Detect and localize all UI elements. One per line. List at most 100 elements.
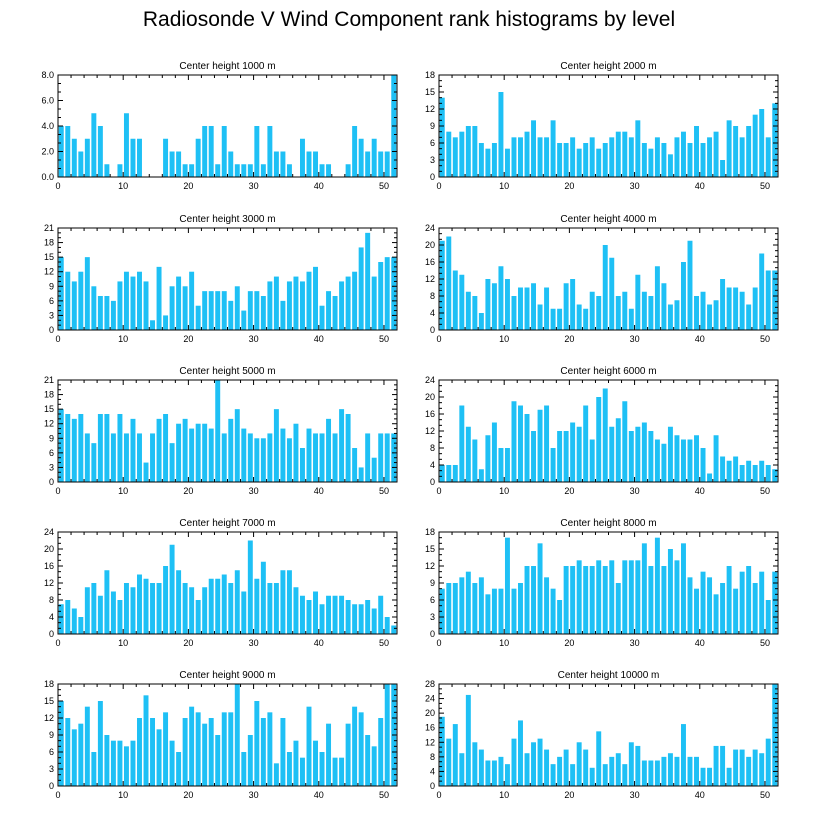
x-tick-label: 0 — [55, 638, 60, 648]
histogram-panel: Center height 10000 m 0 4 8 12 16 20 24 28 0 10 20 3… — [425, 670, 779, 800]
histogram-bar — [117, 600, 123, 634]
histogram-bar — [518, 405, 523, 482]
histogram-bar — [641, 543, 647, 634]
histogram-bar — [635, 274, 641, 330]
histogram-bar — [739, 137, 745, 177]
histogram-bar — [583, 566, 589, 634]
y-tick-label: 12 — [44, 267, 54, 277]
histogram-bar — [143, 462, 149, 482]
x-tick-label: 10 — [499, 334, 509, 344]
x-tick-label: 20 — [183, 181, 193, 191]
histogram-bar — [332, 433, 338, 482]
y-tick-label: 0 — [430, 172, 435, 182]
histogram-bar — [71, 138, 77, 177]
histogram-bar — [576, 304, 582, 330]
histogram-bar — [504, 148, 510, 177]
histogram-bar — [544, 749, 550, 786]
histogram-bar — [504, 764, 510, 786]
histogram-bar — [169, 151, 175, 177]
y-tick-label: 6 — [430, 595, 435, 605]
histogram-bar — [550, 448, 556, 482]
histogram-bar — [459, 274, 465, 330]
histogram-bar — [345, 164, 351, 177]
y-tick-label: 4 — [49, 612, 54, 622]
histogram-bar — [661, 283, 667, 330]
y-tick-label: 12 — [44, 419, 54, 429]
histogram-bar — [518, 287, 523, 330]
histogram-bar — [452, 583, 458, 634]
histogram-bar — [58, 701, 64, 786]
histogram-bar — [491, 422, 497, 482]
histogram-bar — [583, 749, 589, 786]
histogram-bar — [465, 291, 471, 330]
histogram-bar — [117, 164, 123, 177]
histogram-bar — [215, 735, 221, 786]
histogram-bar — [228, 300, 234, 330]
histogram-bar — [707, 577, 713, 634]
histogram-bar — [654, 266, 660, 330]
y-tick-label: 6 — [49, 448, 54, 458]
histogram-bar — [313, 740, 318, 786]
histogram-bar — [306, 271, 312, 330]
histogram-bar — [365, 232, 371, 330]
histogram-bar — [130, 138, 136, 177]
histogram-bar — [58, 409, 64, 482]
histogram-bar — [104, 164, 110, 177]
histogram-bar — [589, 767, 595, 786]
histogram-bar — [622, 560, 628, 634]
histogram-bar — [241, 310, 247, 330]
histogram-bar — [596, 148, 602, 177]
histogram-bar — [123, 271, 129, 330]
y-tick-label: 15 — [44, 696, 54, 706]
histogram-bar — [446, 236, 452, 330]
x-tick-label: 0 — [55, 486, 60, 496]
histogram-bar — [713, 435, 719, 482]
histogram-bar — [313, 433, 318, 482]
histogram-bar — [156, 729, 162, 786]
histogram-bar — [371, 276, 377, 330]
histogram-bar — [674, 756, 680, 786]
histogram-bar — [78, 414, 84, 482]
histogram-bar — [71, 418, 77, 482]
histogram-bar — [189, 706, 195, 786]
histogram-bar — [306, 151, 312, 177]
y-tick-label: 6 — [49, 296, 54, 306]
histogram-bar — [182, 286, 188, 330]
y-tick-label: 8 — [49, 595, 54, 605]
histogram-bar — [378, 262, 384, 330]
histogram-panel: Center height 3000 m 0 3 6 9 12 15 18 21 0 10 20 30 4… — [44, 214, 398, 344]
histogram-bar — [130, 587, 136, 634]
y-tick-label: 18 — [44, 238, 54, 248]
histogram-bar — [550, 308, 556, 330]
panel-title: Center height 4000 m — [560, 214, 656, 225]
histogram-bar — [143, 695, 149, 786]
histogram-bar — [772, 571, 778, 634]
histogram-bar — [759, 253, 765, 330]
x-tick-label: 40 — [314, 638, 324, 648]
histogram-bar — [299, 281, 305, 330]
histogram-bar — [208, 126, 214, 177]
histogram-bar — [84, 433, 90, 482]
histogram-bar — [384, 257, 390, 330]
histogram-bar — [254, 701, 260, 786]
histogram-bar — [583, 143, 589, 177]
histogram-bar — [472, 439, 478, 482]
x-tick-label: 20 — [564, 181, 574, 191]
histogram-bar — [280, 718, 286, 786]
histogram-bar — [765, 137, 771, 177]
histogram-bar — [345, 414, 351, 482]
histogram-bar — [195, 423, 201, 482]
histogram-bar — [378, 433, 384, 482]
histogram-bar — [332, 757, 338, 786]
y-tick-label: 15 — [425, 544, 435, 554]
histogram-bar — [123, 746, 129, 786]
y-tick-label: 12 — [425, 104, 435, 114]
x-tick-label: 30 — [249, 486, 259, 496]
x-tick-label: 40 — [314, 790, 324, 800]
histogram-bar — [563, 431, 569, 482]
histogram-bar — [254, 578, 260, 634]
x-tick-label: 50 — [760, 790, 770, 800]
histogram-bar — [459, 131, 465, 177]
x-tick-label: 30 — [630, 790, 640, 800]
histogram-bar — [221, 291, 227, 330]
